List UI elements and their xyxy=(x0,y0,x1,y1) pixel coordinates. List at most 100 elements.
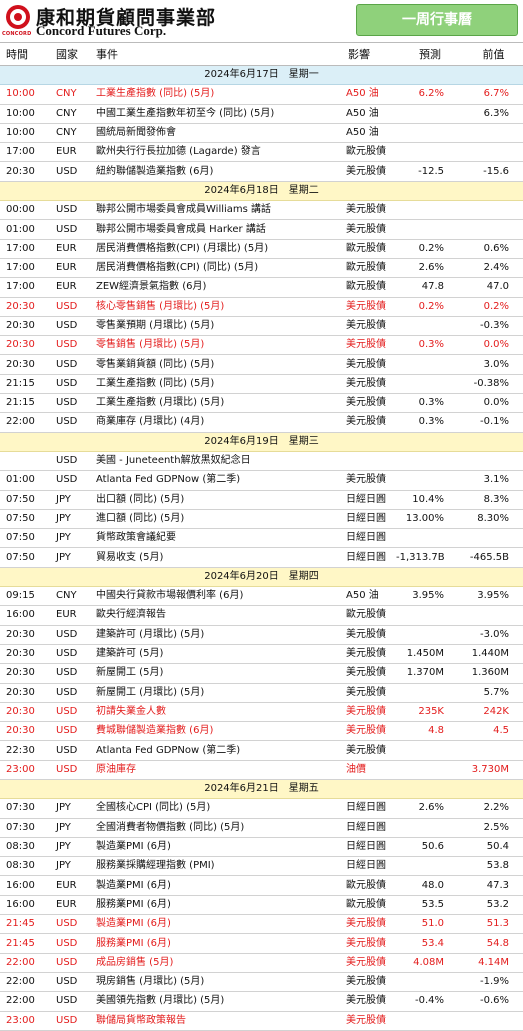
cell-event: 服務業PMI (6月) xyxy=(90,895,342,916)
cell-event: 建築許可 (5月) xyxy=(90,644,342,665)
cell-time: 17:00 xyxy=(0,142,50,163)
cell-country: EUR xyxy=(50,875,90,896)
cell-country: USD xyxy=(50,933,90,954)
cell-previous: 3.95% xyxy=(458,586,523,607)
cell-event: 聯邦公開市場委員會成員 Harker 講話 xyxy=(90,219,342,240)
cell-impact: 日經日圓 xyxy=(342,528,396,549)
cell-country: CNY xyxy=(50,123,90,144)
date-header-row: 2024年6月19日 星期三 xyxy=(0,431,523,452)
table-row: 21:45 USD 服務業PMI (6月) 美元股債 53.4 54.8 xyxy=(0,933,523,954)
cell-previous: 6.7% xyxy=(458,84,523,105)
cell-event: 全國核心CPI (同比) (5月) xyxy=(90,798,342,819)
cell-forecast: 3.95% xyxy=(396,586,458,607)
cell-event: 工業生產指數 (月環比) (5月) xyxy=(90,393,342,414)
cell-previous: 2.4% xyxy=(458,258,523,279)
cell-country: USD xyxy=(50,1011,90,1031)
cell-previous: -1.9% xyxy=(458,972,523,993)
cell-forecast: 48.0 xyxy=(396,875,458,896)
cell-forecast xyxy=(396,528,458,549)
cell-previous xyxy=(458,528,523,549)
cell-impact: 日經日圓 xyxy=(342,547,396,568)
cell-country: USD xyxy=(50,470,90,491)
cell-country: EUR xyxy=(50,142,90,163)
table-row: 22:00 USD 商業庫存 (月環比) (4月) 美元股債 0.3% -0.1% xyxy=(0,412,523,433)
cell-previous xyxy=(458,451,523,472)
cell-previous: -15.6 xyxy=(458,161,523,182)
table-row: 07:50 JPY 出口額 (同比) (5月) 日經日圓 10.4% 8.3% xyxy=(0,490,523,510)
cell-previous: 1.440M xyxy=(458,644,523,665)
table-row: 20:30 USD 新屋開工 (5月) 美元股債 1.370M 1.360M xyxy=(0,663,523,684)
company-name-cn: 康和期貨顧問事業部 xyxy=(36,7,217,29)
cell-event: 服務業採購經理指數 (PMI) xyxy=(90,856,342,877)
cell-previous: 2.5% xyxy=(458,818,523,838)
cell-previous xyxy=(458,219,523,240)
cell-event: 製造業PMI (6月) xyxy=(90,875,342,896)
cell-impact: 歐元股債 xyxy=(342,875,396,896)
cell-event: 美國領先指數 (月環比) (5月) xyxy=(90,991,342,1012)
cell-forecast xyxy=(396,683,458,703)
cell-previous: 47.0 xyxy=(458,277,523,298)
cell-impact: 美元股債 xyxy=(342,644,396,665)
cell-time: 07:50 xyxy=(0,509,50,530)
cell-time: 17:00 xyxy=(0,277,50,298)
date-label: 2024年6月18日 星期二 xyxy=(0,180,523,202)
cell-previous xyxy=(458,123,523,144)
cell-country: JPY xyxy=(50,528,90,549)
cell-previous: 2.2% xyxy=(458,798,523,819)
cell-impact: 日經日圓 xyxy=(342,509,396,530)
cell-forecast xyxy=(396,470,458,491)
cell-time: 10:00 xyxy=(0,84,50,105)
cell-forecast xyxy=(396,374,458,395)
cell-impact: 歐元股債 xyxy=(342,142,396,163)
cell-impact: 歐元股債 xyxy=(342,258,396,279)
date-header-row: 2024年6月17日 星期一 xyxy=(0,64,523,86)
cell-time: 21:15 xyxy=(0,393,50,414)
cell-forecast: 0.3% xyxy=(396,335,458,356)
cell-country: EUR xyxy=(50,895,90,916)
cell-event: 紐約聯儲製造業指數 (6月) xyxy=(90,161,342,182)
cell-time: 21:15 xyxy=(0,374,50,395)
cell-time: 20:30 xyxy=(0,644,50,665)
cell-previous: -0.38% xyxy=(458,374,523,395)
cell-impact: A50 油 xyxy=(342,586,396,607)
cell-forecast: -1,313.7B xyxy=(396,547,458,568)
table-row: 21:15 USD 工業生產指數 (同比) (5月) 美元股債 -0.38% xyxy=(0,374,523,395)
cell-previous: 8.3% xyxy=(458,490,523,510)
cell-country: USD xyxy=(50,297,90,317)
cell-forecast xyxy=(396,760,458,780)
cell-time: 20:30 xyxy=(0,354,50,375)
cell-time: 20:30 xyxy=(0,297,50,317)
cell-event: 歐州央行行長拉加德 (Lagarde) 發言 xyxy=(90,142,342,163)
table-row: 16:00 EUR 製造業PMI (6月) 歐元股債 48.0 47.3 xyxy=(0,875,523,896)
cell-time: 16:00 xyxy=(0,875,50,896)
cell-event: 零售銷售 (月環比) (5月) xyxy=(90,335,342,356)
table-row: 20:30 USD 初請失業金人數 美元股債 235K 242K xyxy=(0,702,523,723)
cell-forecast xyxy=(396,200,458,221)
cell-forecast: 13.00% xyxy=(396,509,458,530)
header: CONCORD 康和期貨顧問事業部 Concord Futures Corp. … xyxy=(0,0,523,42)
cell-time: 07:50 xyxy=(0,547,50,568)
cell-time: 00:00 xyxy=(0,200,50,221)
calendar-body: 2024年6月17日 星期一 10:00 CNY 工業生產指數 (同比) (5月) A5… xyxy=(0,64,523,1031)
table-row: 22:00 USD 現房銷售 (月環比) (5月) 美元股債 -1.9% xyxy=(0,972,523,993)
cell-event: 零售業銷貨額 (同比) (5月) xyxy=(90,354,342,375)
cell-time: 08:30 xyxy=(0,856,50,877)
cell-previous: 1.360M xyxy=(458,663,523,684)
cell-impact: 日經日圓 xyxy=(342,490,396,510)
cell-forecast: 6.2% xyxy=(396,84,458,105)
cell-forecast xyxy=(396,316,458,337)
table-row: 20:30 USD 建築許可 (月環比) (5月) 美元股債 -3.0% xyxy=(0,625,523,645)
cell-time: 22:00 xyxy=(0,991,50,1012)
cell-time: 07:50 xyxy=(0,528,50,549)
cell-forecast: 53.4 xyxy=(396,933,458,954)
cell-country: USD xyxy=(50,412,90,433)
cell-previous: -0.3% xyxy=(458,316,523,337)
cell-forecast xyxy=(396,354,458,375)
cell-country: USD xyxy=(50,663,90,684)
cell-forecast: 4.8 xyxy=(396,721,458,742)
cell-time: 23:00 xyxy=(0,760,50,780)
weekly-calendar-badge: 一周行事曆 xyxy=(356,4,518,36)
table-row: 22:00 USD 成品房銷售 (5月) 美元股債 4.08M 4.14M xyxy=(0,953,523,973)
cell-event: 新屋開工 (月環比) (5月) xyxy=(90,683,342,703)
table-row: 17:00 EUR 歐州央行行長拉加德 (Lagarde) 發言 歐元股債 xyxy=(0,142,523,163)
